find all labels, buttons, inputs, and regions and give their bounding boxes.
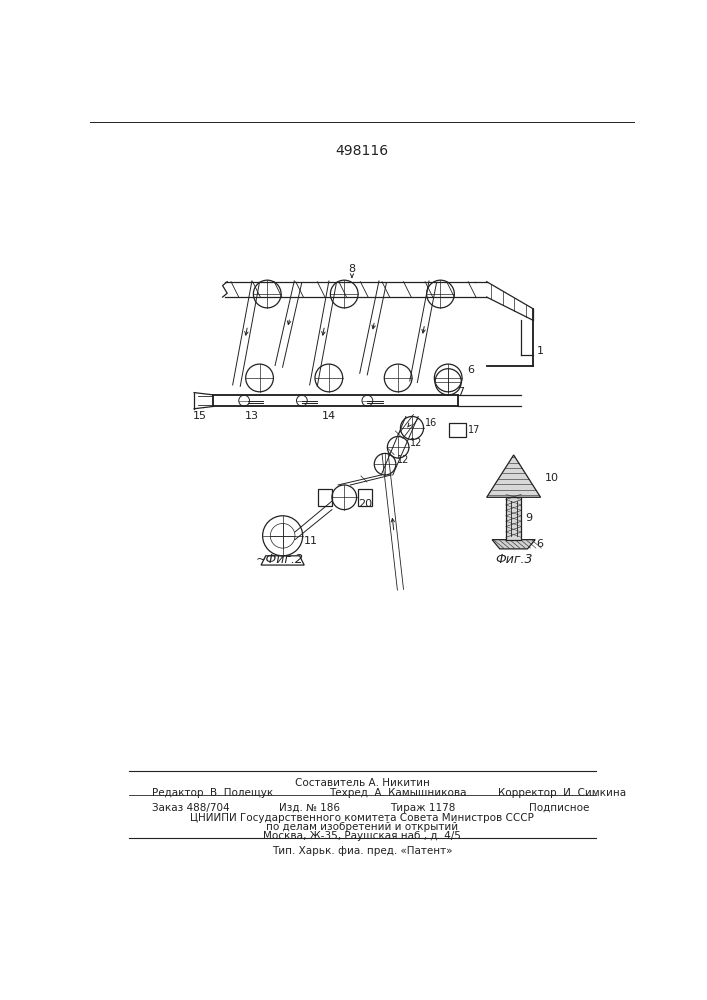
Text: 12: 12 — [409, 438, 422, 448]
Text: ЦНИИПИ Государственного комитета Совета Министров СССР: ЦНИИПИ Государственного комитета Совета … — [190, 813, 534, 823]
Text: 498116: 498116 — [335, 144, 389, 158]
Text: по делам изобретений и открытий: по делам изобретений и открытий — [266, 822, 458, 832]
Text: 16: 16 — [425, 418, 438, 428]
Text: Техред  А. Камышникова: Техред А. Камышникова — [329, 788, 467, 798]
Text: 6: 6 — [467, 365, 474, 375]
Text: Составитель А. Никитин: Составитель А. Никитин — [295, 778, 429, 788]
Text: Фиг.3: Фиг.3 — [495, 553, 532, 566]
Text: 13: 13 — [245, 411, 259, 421]
Text: 10: 10 — [544, 473, 559, 483]
Text: 12: 12 — [397, 455, 409, 465]
Text: 14: 14 — [322, 411, 336, 421]
Text: 1: 1 — [537, 346, 544, 356]
Text: 6: 6 — [537, 539, 544, 549]
Bar — [318, 489, 332, 506]
Text: Тип. Харьк. фиа. пред. «Патент»: Тип. Харьк. фиа. пред. «Патент» — [271, 846, 452, 856]
Text: Подписное: Подписное — [529, 803, 590, 813]
Text: ~Фиг.2: ~Фиг.2 — [256, 553, 304, 566]
Text: 7: 7 — [457, 387, 464, 397]
Text: 9: 9 — [525, 513, 532, 523]
Text: Москва, Ж-35, Раушская наб., д. 4/5: Москва, Ж-35, Раушская наб., д. 4/5 — [263, 831, 461, 841]
Text: 15: 15 — [193, 411, 207, 421]
Text: 8: 8 — [349, 264, 356, 274]
Text: Корректор  И. Симкина: Корректор И. Симкина — [498, 788, 626, 798]
Text: 11: 11 — [304, 536, 318, 546]
Text: 20: 20 — [358, 499, 372, 509]
Bar — [358, 489, 372, 506]
Text: 17: 17 — [468, 425, 481, 435]
Text: Изд. № 186: Изд. № 186 — [279, 803, 340, 813]
Polygon shape — [486, 455, 541, 497]
Text: Редактор  В. Полещук: Редактор В. Полещук — [152, 788, 273, 798]
Bar — [506, 497, 521, 540]
Text: Тираж 1178: Тираж 1178 — [390, 803, 456, 813]
Polygon shape — [492, 540, 535, 549]
Text: Заказ 488/704: Заказ 488/704 — [152, 803, 229, 813]
Bar — [449, 423, 466, 437]
